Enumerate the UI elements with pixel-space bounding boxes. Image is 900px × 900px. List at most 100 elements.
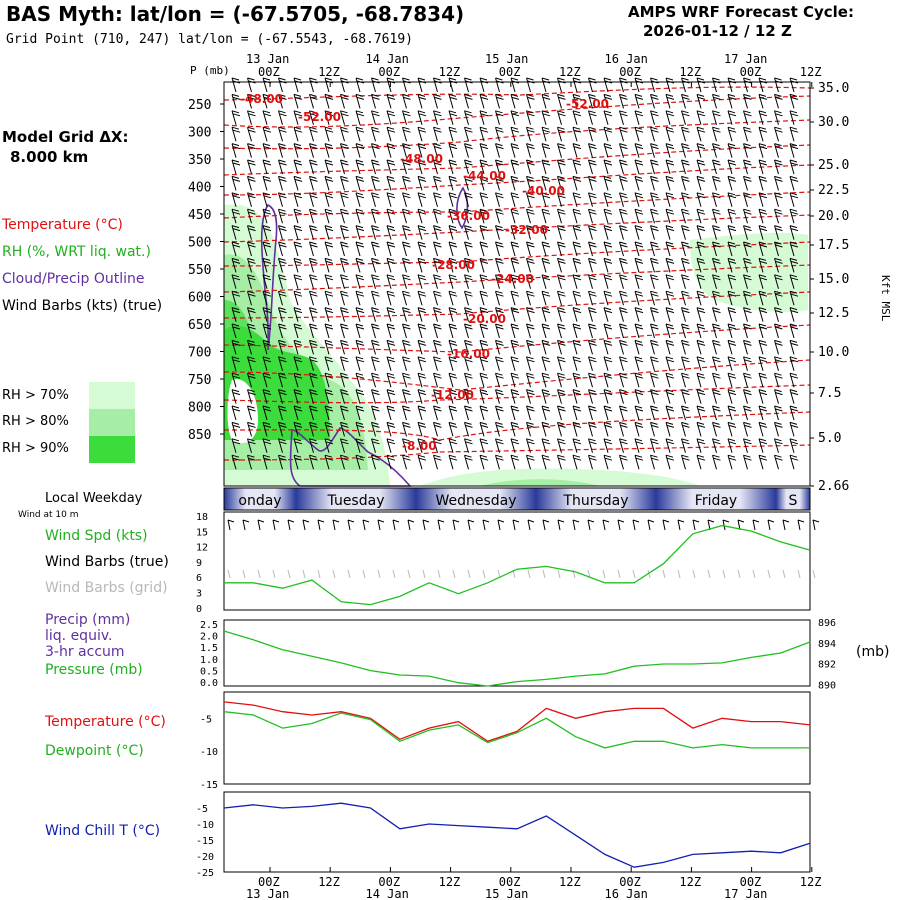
- wind-barb: [789, 93, 799, 109]
- wind-barb: [278, 208, 287, 224]
- wind-barb: [324, 257, 334, 273]
- temperature-contour-label: -48.00: [400, 152, 443, 166]
- wind-barb: [619, 421, 628, 437]
- wind-barb: [448, 143, 458, 158]
- wind-barb: [603, 405, 613, 421]
- wind-barb: [727, 421, 737, 437]
- temperature-contour-label: -52.00: [566, 97, 609, 111]
- wind-barb: [495, 143, 504, 158]
- wind-barb: [758, 93, 768, 109]
- wind-barb-grid: [332, 569, 336, 579]
- wind-barb: [448, 175, 458, 191]
- bottom-time-tick-label: 00Z: [378, 875, 400, 889]
- wind-barb: [541, 356, 551, 371]
- wind-barb: [696, 307, 706, 322]
- wind-barb: [774, 225, 783, 240]
- wind-barb: [557, 372, 566, 388]
- wind-barb: [634, 159, 644, 175]
- wind-barb: [572, 438, 582, 453]
- wind-barb: [262, 159, 272, 175]
- wind-barb: [557, 208, 566, 224]
- wind-barb: [448, 241, 458, 257]
- wind-barb: [262, 225, 272, 240]
- wind-barb: [758, 225, 768, 240]
- wind-barb: [386, 93, 396, 109]
- wind-chill-tick-label: -15: [196, 836, 214, 847]
- wind-barb: [402, 438, 411, 453]
- wind-barb: [789, 110, 799, 125]
- wind-barb: [696, 323, 706, 339]
- wind-barb: [696, 175, 706, 191]
- top-time-tick-label: 00Z: [258, 65, 280, 79]
- wind-barb: [758, 77, 768, 93]
- wind-barb: [603, 389, 613, 404]
- wind-barb: [619, 307, 628, 322]
- wind-barb: [634, 274, 644, 289]
- wind-barb: [262, 356, 272, 371]
- wind-barb: [572, 225, 582, 240]
- cloud-outline-2: [289, 427, 412, 487]
- wind-barb: [278, 175, 287, 191]
- wind-speed-tick-label: 0: [196, 604, 202, 615]
- wind-barb-10m: [407, 519, 415, 531]
- wind-barb: [464, 77, 473, 93]
- wind-barb: [774, 405, 783, 421]
- wind-barb-10m: [467, 519, 475, 531]
- wind-barb: [247, 421, 256, 437]
- wind-barb: [743, 93, 752, 109]
- temperature-contour-label: -32.00: [505, 223, 548, 237]
- wind-barb-10m: [377, 519, 385, 531]
- wind-barb: [278, 323, 287, 339]
- wind-barb: [324, 93, 334, 109]
- wind-barb: [557, 175, 566, 191]
- wind-barb: [309, 323, 318, 339]
- wind-barb: [324, 192, 334, 207]
- wind-barb: [433, 77, 442, 93]
- wind-barb: [479, 241, 489, 257]
- wind-barb: [433, 339, 442, 355]
- wind-barb: [743, 274, 752, 289]
- wind-barb-10m: [257, 519, 265, 531]
- wind-barb: [758, 389, 768, 404]
- wind-barb: [650, 257, 659, 273]
- wind-barb: [774, 77, 783, 93]
- wind-barb: [371, 93, 380, 109]
- wind-barb: [448, 438, 458, 453]
- wind-barb: [278, 159, 287, 175]
- wind-barb: [278, 110, 287, 125]
- wind-barb: [371, 389, 380, 404]
- wind-barb: [743, 290, 752, 306]
- wind-barb: [650, 143, 659, 158]
- temperature-contour-label: -40.00: [522, 184, 565, 198]
- wind-barb: [371, 192, 380, 207]
- wind-barb: [557, 356, 566, 371]
- wind-barb: [681, 192, 690, 207]
- model-grid-value: 8.000 km: [10, 148, 89, 166]
- wind-barb: [309, 405, 318, 421]
- height-tick-label: 12.5: [818, 306, 849, 321]
- wind-barb: [603, 126, 613, 142]
- wind-barb: [541, 454, 551, 470]
- wind-barb: [789, 372, 799, 388]
- wind-barb: [231, 356, 241, 371]
- wind-barb: [247, 208, 256, 224]
- wind-barb: [619, 175, 628, 191]
- wind-barb: [665, 192, 675, 207]
- wind-barb: [572, 175, 582, 191]
- wind-barb: [402, 257, 411, 273]
- legend-rh80: RH > 80%: [2, 414, 69, 429]
- wind-barb: [696, 389, 706, 404]
- wind-barb: [479, 438, 489, 453]
- temperature-contour-label: -36.00: [447, 209, 490, 223]
- precip-label-2: liq. equiv.: [45, 628, 113, 644]
- wind-barb: [526, 389, 535, 404]
- pressure-tick-label: 300: [188, 126, 211, 141]
- wind-barb: [340, 241, 349, 257]
- cross-section-frame: [223, 81, 811, 487]
- model-grid-label: Model Grid ΔX:: [2, 128, 129, 146]
- top-time-tick-label: 00Z: [499, 65, 521, 79]
- wind-barb: [727, 438, 737, 453]
- wind-barb: [557, 307, 566, 322]
- wind-barb: [448, 356, 458, 371]
- wind-barb: [231, 192, 241, 207]
